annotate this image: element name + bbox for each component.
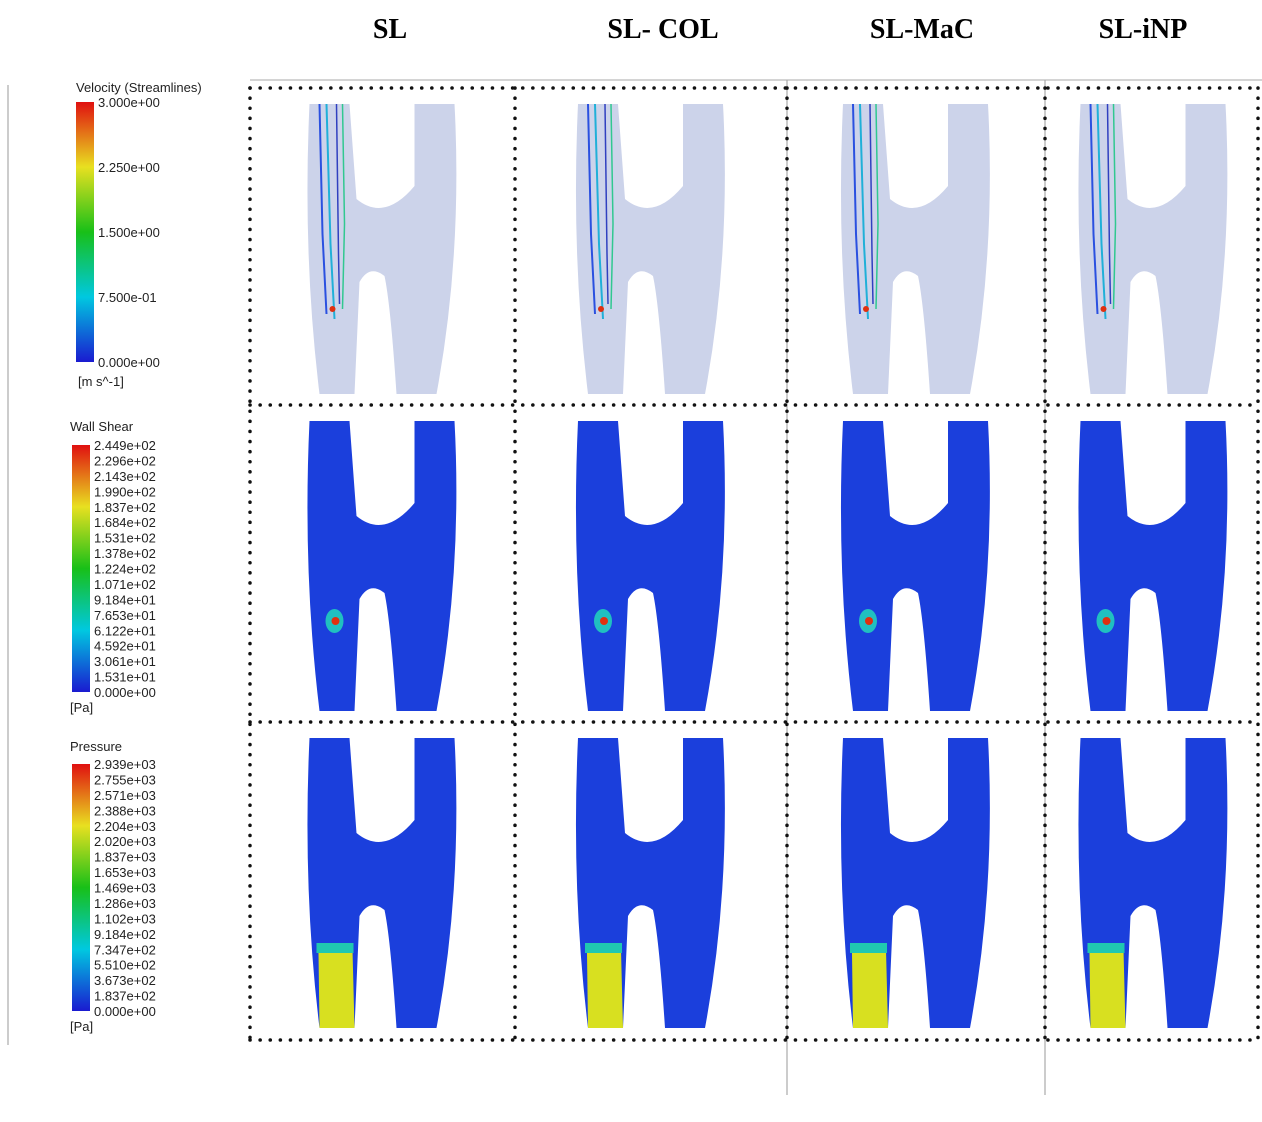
column-header: SL-iNP — [1099, 14, 1188, 45]
legend-label: 1.684e+02 — [94, 515, 156, 530]
legend-label: 5.510e+02 — [94, 958, 156, 973]
legend-label: 1.531e+02 — [94, 531, 156, 546]
result-panel — [841, 421, 990, 711]
legend-label: 1.224e+02 — [94, 562, 156, 577]
shear-peak — [865, 617, 873, 625]
legend-label: 1.378e+02 — [94, 546, 156, 561]
legend-label: 1.837e+03 — [94, 850, 156, 865]
pressure-band — [1088, 943, 1125, 953]
shear-peak — [332, 617, 340, 625]
legend-label: 3.000e+00 — [98, 95, 160, 110]
legend-label: 2.296e+02 — [94, 453, 156, 468]
legend-title: Wall Shear — [70, 419, 134, 434]
legend-title: Pressure — [70, 739, 122, 754]
result-panel — [307, 738, 456, 1028]
figure: SL SL- COL SL-MaC SL-iNP Velocity (Streamli… — [0, 0, 1262, 1122]
legend-label: 7.500e-01 — [98, 290, 157, 305]
result-panel — [1078, 738, 1227, 1028]
legend-label: 1.531e+01 — [94, 670, 156, 685]
legend-label: 2.388e+03 — [94, 803, 156, 818]
legend-label: 1.837e+02 — [94, 989, 156, 1004]
legend-title: Velocity (Streamlines) — [76, 80, 202, 95]
colorbar — [72, 764, 90, 1011]
column-header: SL — [373, 14, 407, 45]
legend-label: 2.250e+00 — [98, 160, 160, 175]
legend-label: 3.673e+02 — [94, 973, 156, 988]
result-panel — [1078, 104, 1227, 394]
tooth-model — [1078, 421, 1227, 711]
legend-label: 2.939e+03 — [94, 757, 156, 772]
result-panel — [841, 104, 990, 394]
legend-label: 3.061e+01 — [94, 654, 156, 669]
legend-label: 2.020e+03 — [94, 834, 156, 849]
shear-peak — [1103, 617, 1111, 625]
result-panel — [307, 104, 456, 394]
colorbar — [76, 102, 94, 362]
legend-label: 2.449e+02 — [94, 438, 156, 453]
pressure-band — [850, 943, 887, 953]
pressure-tip — [319, 950, 355, 1028]
pressure-band — [317, 943, 354, 953]
result-panel — [307, 421, 456, 711]
legend-label: 1.837e+02 — [94, 500, 156, 515]
legend-label: 1.286e+03 — [94, 896, 156, 911]
legend-label: 0.000e+00 — [94, 685, 156, 700]
tooth-model — [307, 421, 456, 711]
legend-label: 1.071e+02 — [94, 577, 156, 592]
legend-label: 9.184e+02 — [94, 927, 156, 942]
legend-unit: [Pa] — [70, 700, 93, 715]
result-panel — [576, 104, 725, 394]
legend-label: 2.755e+03 — [94, 772, 156, 787]
column-header: SL- COL — [607, 14, 718, 45]
pressure-tip — [1090, 950, 1126, 1028]
result-panel — [1078, 421, 1227, 711]
result-panel — [576, 421, 725, 711]
legend-label: 6.122e+01 — [94, 623, 156, 638]
legend-label: 0.000e+00 — [98, 355, 160, 370]
legend-unit: [m s^-1] — [78, 374, 124, 389]
legend-label: 9.184e+01 — [94, 592, 156, 607]
legend-label: 2.143e+02 — [94, 469, 156, 484]
column-header: SL-MaC — [870, 14, 974, 45]
pressure-tip — [587, 950, 623, 1028]
tooth-model — [576, 421, 725, 711]
legend-label: 7.347e+02 — [94, 942, 156, 957]
legend-label: 2.571e+03 — [94, 788, 156, 803]
legend-label: 2.204e+03 — [94, 819, 156, 834]
result-panel — [576, 738, 725, 1028]
legend-label: 1.500e+00 — [98, 225, 160, 240]
legend-label: 1.102e+03 — [94, 911, 156, 926]
legend-unit: [Pa] — [70, 1019, 93, 1034]
shear-peak — [600, 617, 608, 625]
colorbar — [72, 445, 90, 692]
legend-label: 0.000e+00 — [94, 1004, 156, 1019]
tooth-model — [841, 421, 990, 711]
result-panel — [841, 738, 990, 1028]
pressure-band — [585, 943, 622, 953]
pressure-tip — [852, 950, 888, 1028]
legend-label: 1.469e+03 — [94, 881, 156, 896]
legend-label: 7.653e+01 — [94, 608, 156, 623]
legend-label: 1.990e+02 — [94, 484, 156, 499]
legend-label: 1.653e+03 — [94, 865, 156, 880]
legend-label: 4.592e+01 — [94, 639, 156, 654]
